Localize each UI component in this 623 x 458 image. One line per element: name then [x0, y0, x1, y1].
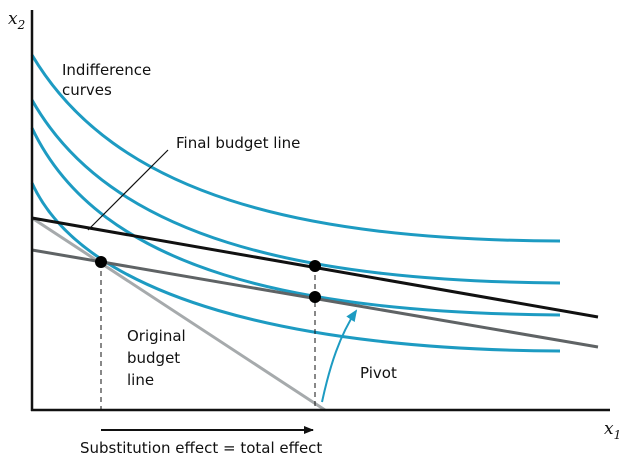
final-budget-label: Final budget line — [176, 134, 300, 152]
curves-label: Indifference — [62, 61, 151, 79]
y-axis-label: x2 — [8, 9, 25, 32]
original-budget-label: budget — [127, 349, 180, 367]
point — [309, 291, 321, 303]
pivot-label: Pivot — [360, 364, 397, 382]
effect-label: Substitution effect = total effect — [80, 439, 322, 457]
indifference-curve — [30, 99, 561, 285]
x-axis-label: x1 — [604, 419, 621, 442]
indifference-curve — [30, 182, 561, 353]
point — [309, 260, 321, 272]
original-budget-label: Original — [127, 327, 186, 345]
original-budget-line — [31, 216, 326, 412]
leader-line — [87, 149, 169, 231]
indifference-curve — [30, 54, 561, 243]
pivot-arrow — [321, 309, 358, 403]
curves-label: curves — [62, 81, 112, 99]
original-budget-label: line — [127, 371, 154, 389]
indifference-curve — [30, 127, 561, 317]
point — [95, 256, 107, 268]
